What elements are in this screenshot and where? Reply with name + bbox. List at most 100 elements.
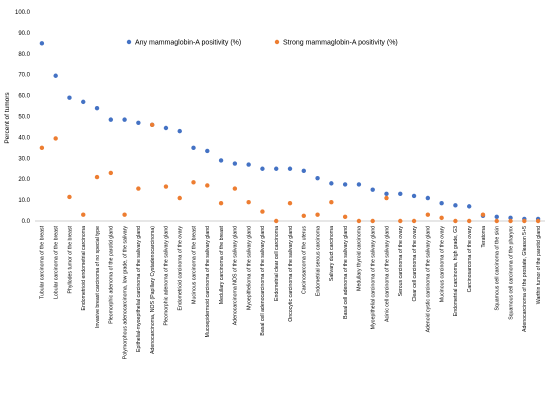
data-point-series-2 [149,122,155,128]
x-category-label: Squamous cell carcinoma of the skin [495,226,501,311]
x-category-label: Epithelial-myoepithelial carcinoma of th… [136,226,142,352]
legend-label: Strong mammaglobin-A positivity (%) [283,40,398,47]
data-point-series-1 [425,195,431,201]
x-category-labels: Tubular carcinoma of the breast Lobular c… [40,225,542,359]
data-point-series-2 [522,218,527,224]
data-point-series-2 [218,201,224,206]
data-point-series-2 [108,170,114,176]
data-point-series-2 [315,212,320,217]
data-point-series-2 [260,209,265,214]
data-points [39,41,541,224]
data-point-series-1 [136,120,141,125]
data-point-series-2 [274,218,279,224]
x-category-label: Adenoid cystic carcinoma of the salivary… [426,226,432,333]
x-category-label: Pleomorphic adenoma of the salivary glan… [164,226,170,326]
data-point-series-2 [494,218,499,224]
data-point-series-2 [411,218,417,224]
data-point-series-1 [301,168,306,174]
data-point-series-1 [329,181,334,186]
y-tick-label: 20.0 [18,177,30,183]
data-point-series-2 [163,184,169,189]
data-point-series-1 [274,166,279,171]
data-point-series-2 [439,215,444,221]
data-point-series-1 [398,191,403,197]
data-point-series-1 [163,125,169,131]
data-point-series-2 [177,195,182,201]
x-category-label: Mucinous carcinoma of the breast [191,225,197,303]
x-category-label: Pleomorphic adenoma of the parotid gland [109,226,115,324]
x-category-label: Serous carcinoma of the ovary [398,226,404,297]
x-category-label: Endometrial clear cell carcinoma [274,226,280,301]
x-category-label: Mucinous carcinoma of the ovary [439,226,445,303]
data-point-series-2 [466,218,472,224]
x-category-label: Squamous cell carcinoma of the pharynx [508,226,514,320]
x-category-label: Adenocarcinoma, NOS (Papillary Cystadeno… [150,226,156,354]
x-category-label: Carcinosarcoma of the uterus [302,226,308,294]
data-point-series-1 [508,215,513,221]
data-point-series-1 [122,117,127,122]
x-category-label: Adenocarcinoma NOS of the salivary gland [233,226,239,325]
data-point-series-1 [315,175,320,181]
data-point-series-2 [232,186,238,191]
legend-label: Any mammaglobin-A positivity (%) [135,40,241,47]
y-tick-label: 100.0 [15,10,31,16]
data-point-series-2 [67,194,72,200]
y-tick-label: 70.0 [18,73,30,79]
x-category-label: Tubular carcinoma of the breast [40,225,46,299]
legend-marker [274,39,280,45]
data-point-series-1 [53,73,58,78]
data-point-series-2 [384,195,389,201]
x-category-label: Clear cell carcinoma of the ovary [412,226,418,302]
data-point-series-1 [260,166,265,171]
x-category-label: Mucoepidermoid carcinoma of the salivary… [205,226,211,337]
x-category-label: Lobular carcinoma of the breast [53,225,59,299]
data-point-series-2 [356,218,362,224]
y-tick-label: 90.0 [18,31,30,37]
data-point-series-1 [191,145,196,151]
x-category-label: Polymorphous adenocarcinoma, low grade, … [122,226,128,360]
data-point-series-2 [425,212,431,217]
data-point-series-2 [342,214,348,220]
x-category-label: Invasive breast carcinoma of no special … [95,226,101,328]
data-point-series-1 [342,182,348,187]
data-point-series-1 [205,148,210,154]
data-point-series-2 [39,145,45,151]
data-point-series-2 [246,199,251,205]
x-category-label: Acinic cell carcinoma of the salivary gl… [384,226,390,322]
x-category-label: Medullary thyroid carcinoma [357,226,363,291]
x-category-label: Teratoma [481,226,487,248]
data-point-series-2 [53,136,58,141]
x-category-label: Medullary carcinoma of the breast [219,225,225,304]
data-point-series-1 [384,191,389,197]
y-axis-title: Percent of tumors [4,92,11,144]
x-category-label: Carcinosarcoma of the ovary [467,226,473,293]
data-point-series-1 [108,117,114,122]
data-point-series-1 [177,128,182,134]
data-point-series-2 [301,213,306,218]
data-point-series-2 [370,218,375,224]
data-point-series-1 [370,187,375,192]
y-tick-label: 50.0 [18,115,30,121]
x-category-label: Myoepithelioma of the salivary gland [246,226,252,310]
data-point-series-2 [535,218,541,224]
x-category-label: Oncocytic carcinoma of the salivary glan… [288,226,294,322]
x-category-label: Endometrioid carcinoma of the ovary [178,226,184,311]
y-tick-label: 40.0 [18,135,30,141]
x-category-label: Warthin tumor of the parotid gland [536,226,542,304]
data-point-series-2 [81,212,86,217]
data-point-series-1 [94,105,100,111]
x-category-label: Endometrial carcinoma, high grade, G3 [453,226,459,316]
data-point-series-2 [136,186,141,191]
data-point-series-2 [205,183,210,188]
data-point-series-1 [287,166,293,171]
y-tick-label: 10.0 [18,198,30,204]
y-tick-labels: 0.0 10.0 20.0 30.0 40.0 50.0 60.0 70.0 80.0 90.0 1… [15,10,31,225]
data-point-series-1 [81,99,86,105]
x-category-label: Myoepithelial carcinoma of the salivary … [371,226,377,329]
y-tick-label: 0.0 [22,219,31,225]
data-point-series-1 [411,193,417,199]
data-point-series-1 [466,204,472,209]
data-point-series-2 [122,212,127,217]
data-point-series-1 [453,203,458,208]
